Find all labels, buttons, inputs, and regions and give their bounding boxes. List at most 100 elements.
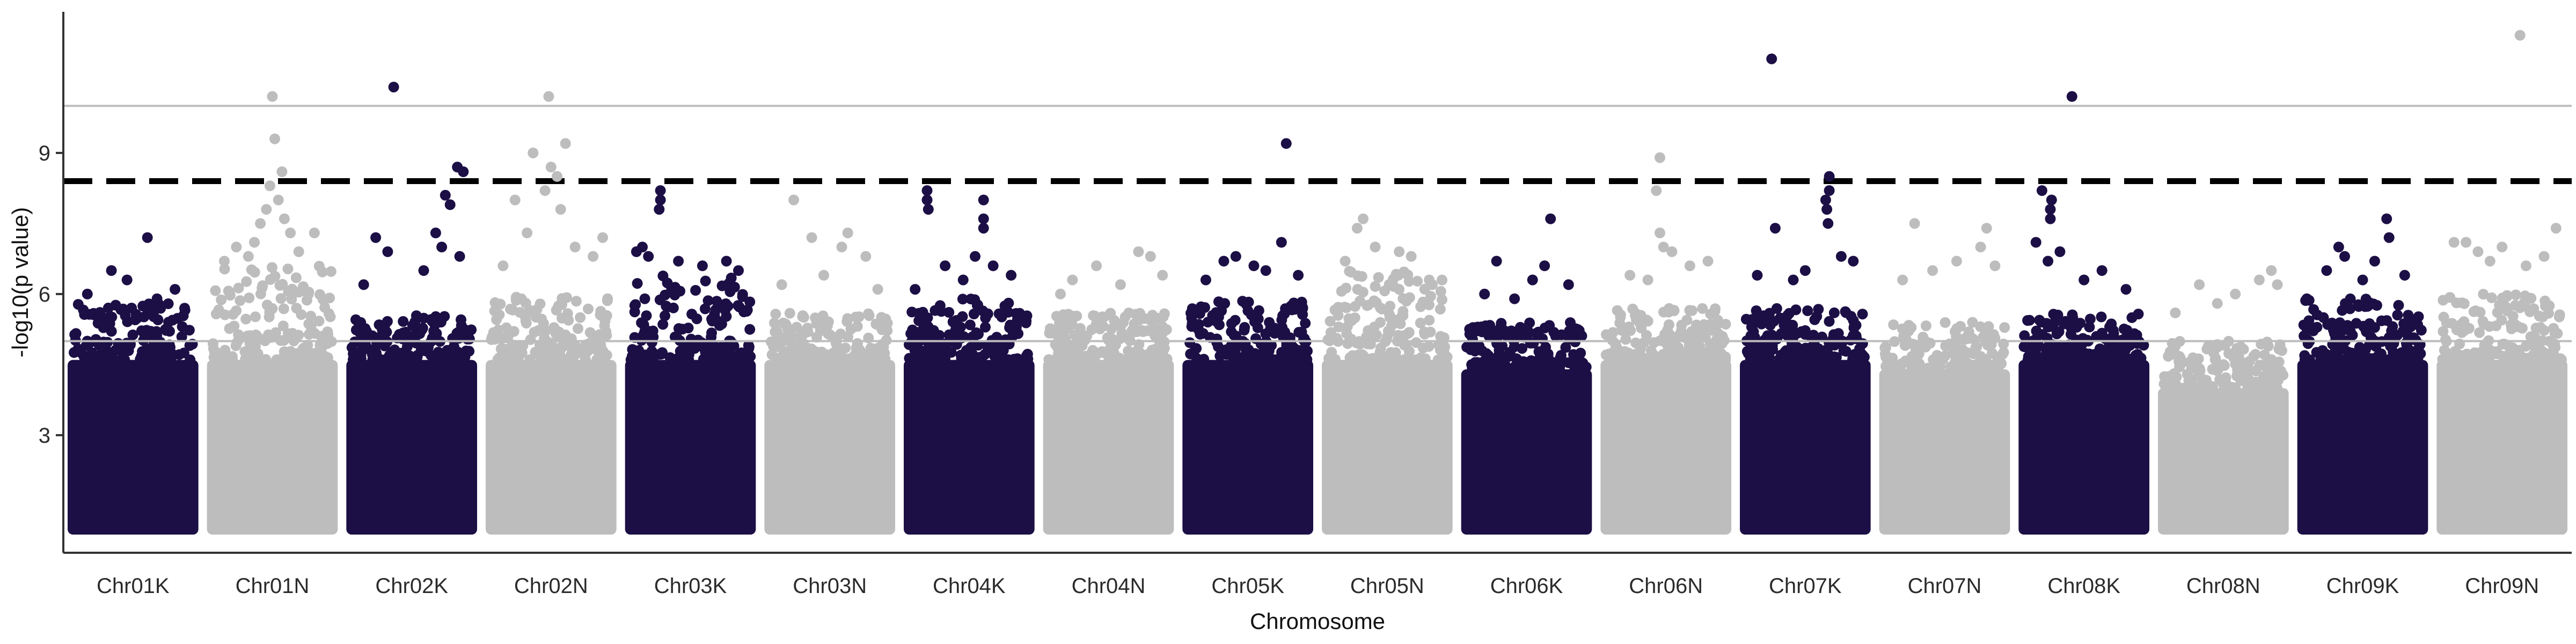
point <box>2353 301 2365 312</box>
point <box>2540 352 2551 363</box>
fringe-points-Chr07N <box>1879 317 2010 375</box>
data-point-Chr06N-5 <box>1684 260 1695 272</box>
point <box>355 317 367 328</box>
point <box>106 311 118 323</box>
point <box>553 300 564 311</box>
data-point-Chr05K-4 <box>1248 260 1260 272</box>
point <box>1239 322 1250 333</box>
fringe-points-Chr07K <box>1740 303 1870 365</box>
point <box>1412 275 1423 287</box>
point <box>228 309 239 320</box>
data-point-Chr08K-10 <box>2043 255 2054 267</box>
data-point-Chr08K-6 <box>2054 246 2066 257</box>
point <box>1880 341 1891 353</box>
point <box>305 321 317 333</box>
point <box>96 352 107 362</box>
point <box>379 340 390 352</box>
data-point-Chr08K-4 <box>2045 213 2056 224</box>
point <box>1525 338 1536 349</box>
point <box>714 354 725 365</box>
point <box>2401 354 2411 365</box>
data-point-Chr04N-3 <box>1067 274 1078 286</box>
data-point-Chr01K-7 <box>97 312 108 323</box>
point <box>264 311 275 323</box>
point <box>1102 346 1114 357</box>
point <box>1846 311 1857 322</box>
point <box>1808 330 1819 341</box>
point <box>943 307 955 318</box>
point <box>216 294 227 305</box>
x-tick-label-Chr03N: Chr03N <box>793 574 867 598</box>
point <box>1967 317 1978 328</box>
point <box>964 319 976 331</box>
point <box>852 338 863 349</box>
point <box>999 301 1011 312</box>
point <box>1784 308 1795 319</box>
y-tick-label-6: 6 <box>39 283 50 306</box>
point <box>641 310 652 321</box>
point <box>2244 374 2255 385</box>
point <box>1900 355 1911 367</box>
point <box>2171 371 2182 383</box>
point <box>1563 357 1574 368</box>
x-tick-label-Chr01K: Chr01K <box>97 574 170 598</box>
point <box>2515 302 2527 313</box>
point <box>534 339 545 350</box>
point <box>303 287 314 298</box>
point <box>1213 319 1225 331</box>
data-point-Chr03N-6 <box>776 279 787 290</box>
point <box>400 326 412 338</box>
point <box>1144 348 1155 359</box>
x-tick-label-Chr09K: Chr09K <box>2326 574 2399 598</box>
point <box>417 323 428 334</box>
data-point-Chr07K-3 <box>1820 194 1831 206</box>
data-point-Chr09N-0 <box>2514 30 2526 41</box>
point <box>914 309 926 320</box>
data-point-Chr03K-5 <box>673 255 684 267</box>
point <box>2220 382 2230 393</box>
point <box>210 285 221 296</box>
point <box>2030 348 2041 360</box>
point <box>1410 354 1421 365</box>
point <box>148 305 159 316</box>
data-point-Chr06K-3 <box>1527 274 1538 286</box>
data-point-Chr08K-7 <box>2096 265 2107 276</box>
point <box>1384 309 1395 320</box>
point <box>961 345 972 356</box>
point <box>863 310 875 321</box>
point <box>925 354 936 365</box>
dense-region-Chr03K <box>625 360 756 535</box>
point <box>1539 323 1550 334</box>
point <box>1341 282 1352 294</box>
point <box>1051 329 1063 340</box>
point <box>267 262 277 273</box>
point <box>1850 320 1862 331</box>
point <box>561 354 573 365</box>
data-point-Chr05N-0 <box>1358 213 1369 224</box>
point <box>1504 347 1516 358</box>
point <box>241 276 252 287</box>
point <box>2121 325 2133 336</box>
point <box>1663 306 1674 318</box>
point <box>1534 353 1545 364</box>
point <box>1630 337 1641 348</box>
point <box>115 304 127 315</box>
point <box>646 346 657 357</box>
data-point-Chr05N-2 <box>1370 241 1381 253</box>
point <box>1950 326 1960 337</box>
point <box>689 343 700 354</box>
point <box>263 329 274 340</box>
point <box>521 318 532 329</box>
fringe-points-Chr08N <box>2158 335 2289 394</box>
data-point-Chr02K-3 <box>440 189 451 201</box>
point <box>2403 310 2414 321</box>
point <box>224 290 236 301</box>
point <box>2177 356 2189 368</box>
data-point-Chr04N-6 <box>1157 269 1168 281</box>
point <box>1675 354 1686 365</box>
point <box>235 295 246 306</box>
point <box>657 319 669 330</box>
point <box>2260 380 2272 392</box>
point <box>2315 353 2326 364</box>
data-point-Chr04N-4 <box>1115 279 1126 290</box>
